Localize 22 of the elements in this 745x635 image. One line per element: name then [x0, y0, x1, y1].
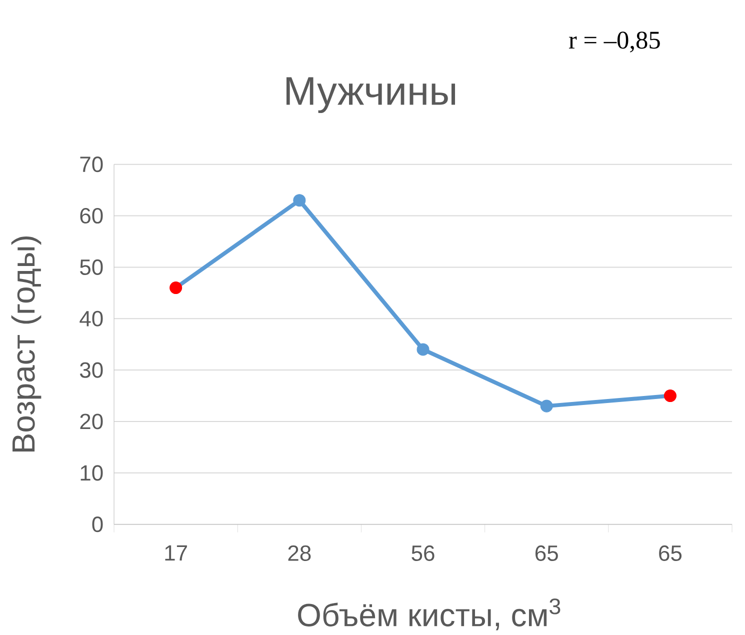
- x-axis-title: Объём кисты, см$^{3}$: [298, 598, 560, 630]
- point: [416, 343, 430, 356]
- point: [170, 282, 182, 294]
- y-tick-label: 60: [80, 208, 103, 224]
- y-tick-label: 40: [80, 310, 103, 327]
- y-tick-label: 20: [80, 414, 103, 430]
- y-tick-label: 30: [80, 362, 103, 378]
- text: r = –0,85: [568, 32, 660, 53]
- x-tick-label: 28: [288, 546, 311, 562]
- x-tick-label: 56: [412, 546, 434, 562]
- y-axis-title: Возраст (годы): [11, 236, 42, 452]
- y-tick-label: 50: [80, 260, 103, 276]
- y-tick-label: 70: [80, 156, 103, 172]
- x-tick-label: 65: [659, 546, 682, 562]
- y-tick-label: 10: [80, 465, 103, 481]
- point: [664, 390, 676, 402]
- y-tick-label: 0: [92, 516, 103, 532]
- point: [540, 400, 553, 412]
- point: [293, 194, 306, 207]
- x-tick-label: 65: [535, 546, 558, 562]
- x-tick-label: 17: [165, 546, 187, 561]
- chart-title: Мужчины: [286, 77, 456, 114]
